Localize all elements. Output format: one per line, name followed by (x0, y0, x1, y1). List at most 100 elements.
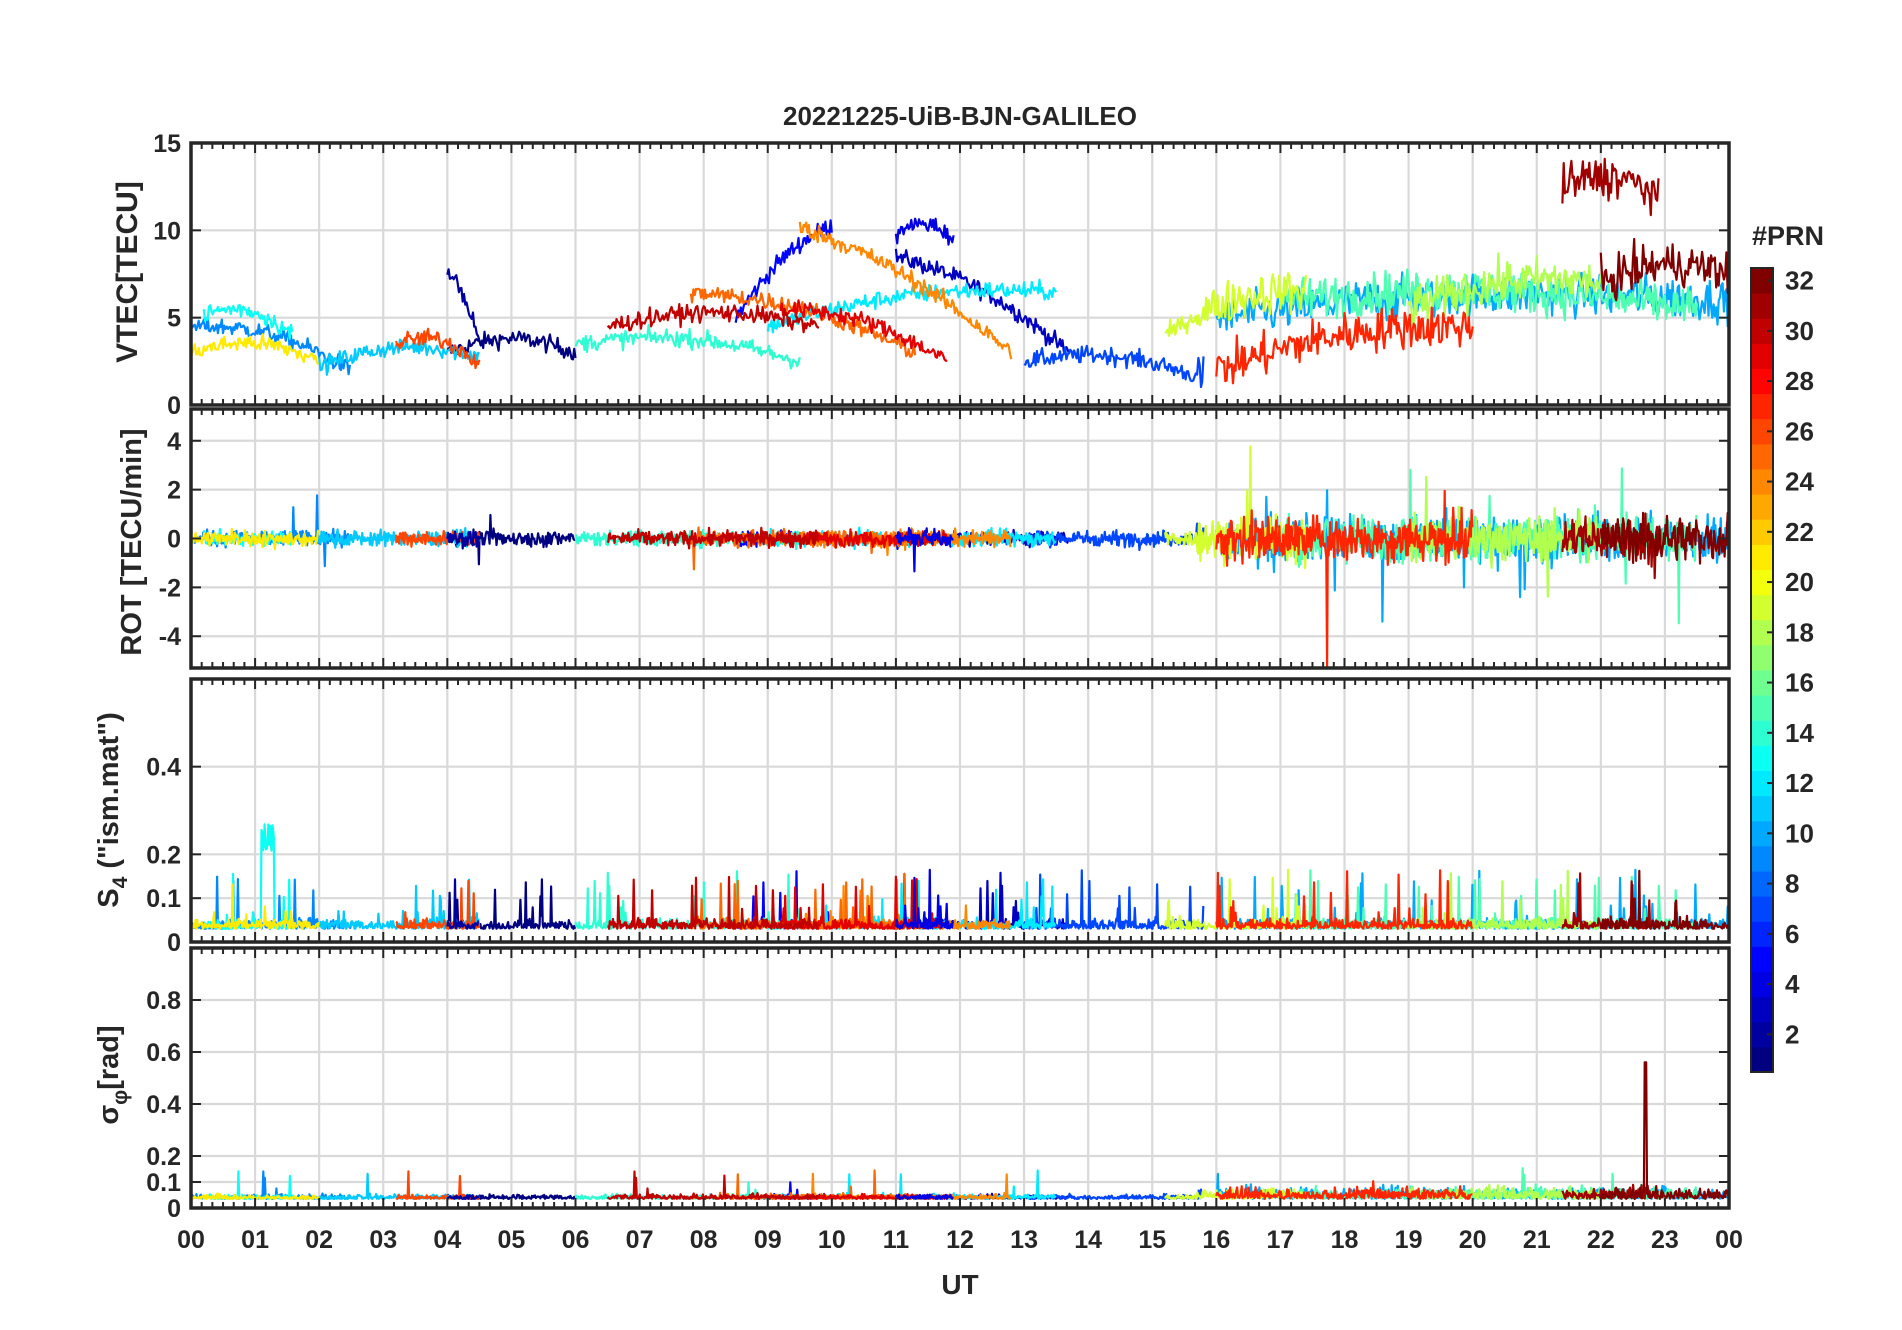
colorbar-segment (1751, 569, 1773, 596)
x-tick-label: 13 (1010, 1226, 1038, 1254)
colorbar-segment (1751, 293, 1773, 319)
y-tick-label: 0.8 (146, 987, 181, 1015)
colorbar-tick-label: 14 (1785, 718, 1814, 748)
colorbar-segment (1751, 921, 1773, 947)
y-tick-label: 0.4 (146, 754, 181, 782)
y-tick-label: 10 (153, 217, 181, 245)
s4-panel: 0 0.1 0.2 0.4 S4 ("ism.mat") (93, 677, 1731, 957)
x-tick-label: 00 (177, 1226, 205, 1254)
colorbar-segment (1751, 770, 1773, 797)
y-tick-label: 2 (167, 477, 181, 505)
colorbar-segment (1751, 619, 1773, 646)
colorbar-segment (1751, 494, 1773, 520)
colorbar-tick-label: 20 (1785, 567, 1814, 597)
x-tick-label: 14 (1074, 1226, 1102, 1254)
colorbar-segment (1751, 368, 1773, 395)
x-tick-label: 17 (1267, 1226, 1295, 1254)
x-tick-label: 20 (1459, 1226, 1487, 1254)
colorbar-tick-label: 8 (1785, 869, 1799, 899)
x-tick-label: 10 (818, 1226, 846, 1254)
y-tick-label: 0 (167, 1195, 181, 1223)
colorbar-segment (1751, 720, 1773, 746)
rot-panel: -4 -2 0 2 4 ROT [TECU/min] (116, 407, 1731, 670)
colorbar-segment (1751, 745, 1773, 771)
colorbar-segment (1751, 268, 1773, 294)
colorbar-tick-label: 6 (1785, 919, 1799, 949)
x-tick-label: 08 (690, 1226, 718, 1254)
colorbar-tick-label: 16 (1785, 668, 1814, 698)
vtec-panel: 0 5 10 15 VTEC[TECU] (111, 130, 1731, 420)
x-tick-label: 01 (241, 1226, 269, 1254)
chart-title: 20221225-UiB-BJN-GALILEO (783, 101, 1137, 131)
x-tick-label: 05 (498, 1226, 526, 1254)
colorbar-segment (1751, 896, 1773, 922)
colorbar-segment (1751, 318, 1773, 344)
y-tick-label: 0 (167, 526, 181, 554)
y-tick-label: -4 (159, 623, 181, 651)
rot-ylabel: ROT [TECU/min] (116, 428, 148, 655)
x-tick-label: 03 (369, 1226, 397, 1254)
sigma-phi-panel: 00.10.2 0.4 0.6 0.8 σφ[rad] (93, 946, 1731, 1223)
x-tick-label: 19 (1395, 1226, 1423, 1254)
x-tick-label: 15 (1138, 1226, 1166, 1254)
x-tick-label: 12 (946, 1226, 974, 1254)
colorbar-segment (1751, 594, 1773, 621)
colorbar-segment (1751, 795, 1773, 822)
colorbar-segment (1751, 946, 1773, 972)
y-tick-label: 0.1 (146, 885, 181, 913)
colorbar-segment (1751, 393, 1773, 420)
y-tick-label: 0.4 (146, 1091, 181, 1119)
colorbar-segment (1751, 443, 1773, 470)
x-tick-label: 11 (883, 1226, 910, 1254)
colorbar-segment (1751, 820, 1773, 847)
colorbar-tick-label: 22 (1785, 517, 1814, 547)
colorbar-segment (1751, 845, 1773, 872)
colorbar-tick-label: 18 (1785, 617, 1814, 647)
colorbar-tick-label: 32 (1785, 266, 1814, 296)
x-tick-label: 16 (1202, 1226, 1230, 1254)
colorbar-segment (1751, 544, 1773, 570)
colorbar-tick-label: 30 (1785, 316, 1814, 346)
colorbar-segment (1751, 1021, 1773, 1048)
x-tick-label: 18 (1331, 1226, 1359, 1254)
colorbar-segment (1751, 996, 1773, 1023)
vtec-ylabel: VTEC[TECU] (111, 181, 144, 363)
y-tick-label: 4 (167, 428, 181, 456)
colorbar-tick-label: 2 (1785, 1019, 1799, 1049)
y-tick-label: 0 (167, 392, 181, 420)
y-tick-label: 0.1 (146, 1169, 181, 1197)
y-tick-label: 0.6 (146, 1039, 181, 1067)
x-tick-label: 21 (1523, 1226, 1551, 1254)
y-tick-label: 0 (167, 929, 181, 957)
colorbar-tick-label: 4 (1785, 969, 1800, 999)
s4-ylabel: S4 ("ism.mat") (93, 712, 132, 908)
y-tick-label: 5 (167, 305, 181, 333)
y-tick-label: 0.2 (146, 841, 181, 869)
colorbar-tick-label: 28 (1785, 366, 1814, 396)
colorbar-segment (1751, 418, 1773, 445)
colorbar-segment (1751, 670, 1773, 696)
colorbar-segment (1751, 469, 1773, 495)
colorbar-tick-label: 10 (1785, 818, 1814, 848)
colorbar-segment (1751, 871, 1773, 897)
y-tick-label: 0.2 (146, 1143, 181, 1171)
x-tick-label: 02 (305, 1226, 333, 1254)
colorbar-segment (1751, 519, 1773, 545)
colorbar-segment (1751, 695, 1773, 721)
sigma-phi-ylabel: σφ[rad] (93, 1025, 132, 1124)
colorbar-tick-label: 24 (1785, 467, 1814, 497)
colorbar-segment (1751, 1046, 1773, 1073)
x-tick-label: 00 (1715, 1226, 1743, 1254)
x-tick-label: 23 (1651, 1226, 1679, 1254)
x-tick-label: 07 (626, 1226, 654, 1254)
x-tick-labels: 00 01 02 03 04 05 06 07 08 09 10 11 12 13 14 15 16 17 18 19… (177, 1226, 1743, 1254)
y-tick-label: -2 (159, 574, 181, 602)
colorbar-segment (1751, 343, 1773, 369)
x-tick-label: 06 (562, 1226, 590, 1254)
x-tick-label: 22 (1587, 1226, 1615, 1254)
colorbar-segment (1751, 971, 1773, 998)
colorbar-title: #PRN (1752, 221, 1824, 251)
x-tick-label: 09 (754, 1226, 782, 1254)
